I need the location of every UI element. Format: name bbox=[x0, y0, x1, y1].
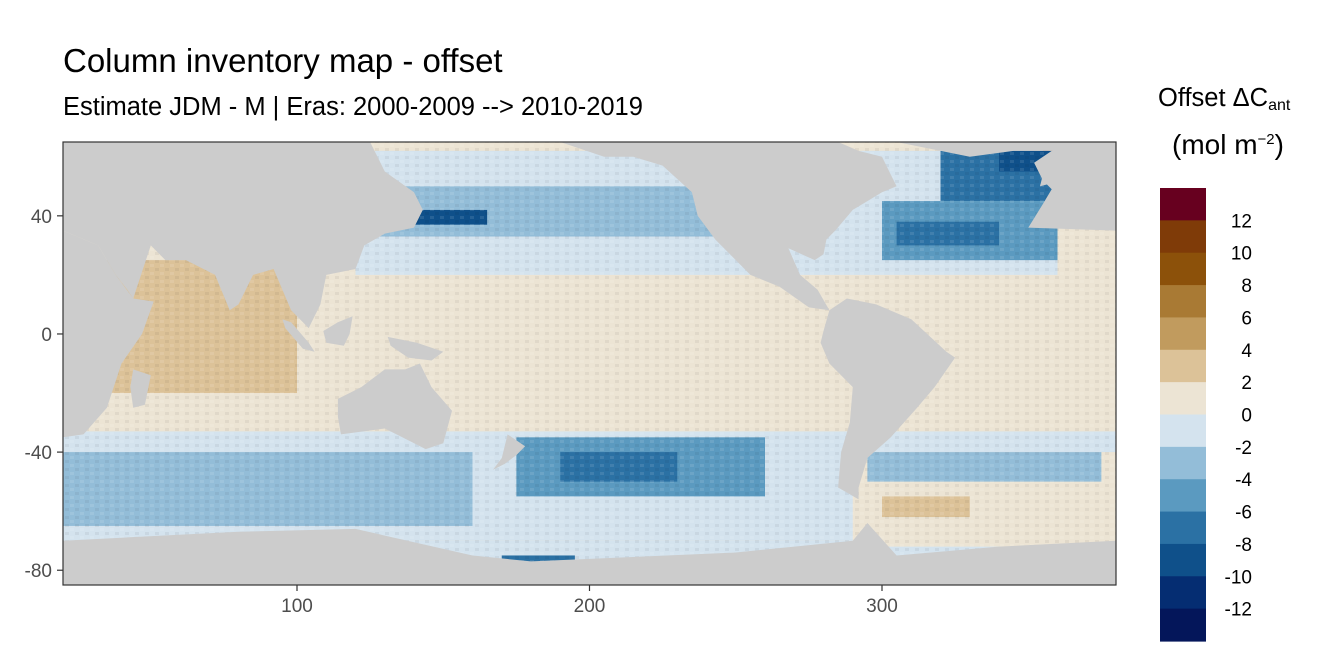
land-new-zealand bbox=[493, 434, 526, 470]
chart-title: Column inventory map - offset bbox=[63, 42, 503, 79]
legend-break-label: 6 bbox=[1241, 308, 1252, 329]
legend-swatch bbox=[1160, 382, 1206, 416]
legend-title: Offset ΔCant (mol m−2) bbox=[1158, 84, 1318, 161]
legend-break-label: -2 bbox=[1235, 438, 1252, 459]
land-north-america bbox=[560, 142, 897, 311]
y-tick-label: 40 bbox=[31, 207, 52, 228]
land-europe bbox=[1028, 142, 1116, 231]
y-tick-label: -40 bbox=[25, 443, 52, 464]
land-greenland bbox=[896, 142, 1116, 157]
land-antarctica bbox=[63, 523, 1116, 585]
legend-swatch bbox=[1160, 446, 1206, 480]
y-tick-label: 0 bbox=[41, 325, 52, 346]
legend-break-label: -12 bbox=[1225, 600, 1252, 621]
land-sumatra bbox=[282, 319, 315, 352]
land-south-america bbox=[820, 298, 956, 500]
legend-swatch bbox=[1160, 414, 1206, 448]
legend-break-label: 8 bbox=[1241, 276, 1252, 297]
legend-swatch bbox=[1160, 317, 1206, 351]
legend-break-label: 10 bbox=[1231, 244, 1252, 265]
color-legend: 12 10 8 6 4 2 0 -2 -4 -6 -8 -10 -12 bbox=[1160, 188, 1252, 642]
chart-subtitle: Estimate JDM - M | Eras: 2000-2009 --> 2… bbox=[63, 93, 643, 121]
legend-swatch bbox=[1160, 349, 1206, 383]
legend-swatch bbox=[1160, 188, 1206, 221]
legend-break-label: 2 bbox=[1241, 373, 1252, 394]
land-madagascar bbox=[130, 369, 151, 408]
legend-break-label: -10 bbox=[1225, 567, 1252, 588]
land-new-guinea bbox=[387, 336, 444, 361]
legend-break-label: 4 bbox=[1241, 341, 1252, 362]
y-tick-label: -80 bbox=[25, 561, 52, 582]
legend-swatch bbox=[1160, 285, 1206, 319]
land-asia bbox=[63, 142, 423, 329]
land-borneo bbox=[323, 316, 353, 346]
legend-break-label: 12 bbox=[1231, 211, 1252, 232]
legend-swatch bbox=[1160, 252, 1206, 286]
land-australia bbox=[337, 363, 452, 450]
legend-break-label: -4 bbox=[1235, 470, 1252, 491]
legend-swatch bbox=[1160, 220, 1206, 254]
land-britain bbox=[1037, 162, 1055, 187]
legend-swatch bbox=[1160, 543, 1206, 577]
legend-swatch bbox=[1160, 511, 1206, 545]
x-tick-label: 200 bbox=[574, 596, 606, 617]
x-tick-label: 100 bbox=[281, 596, 313, 617]
legend-title-line2: (mol m−2) bbox=[1172, 129, 1284, 160]
x-tick-label: 300 bbox=[866, 596, 898, 617]
legend-swatch bbox=[1160, 479, 1206, 513]
legend-break-label: -6 bbox=[1235, 503, 1252, 524]
legend-break-label: -8 bbox=[1235, 535, 1252, 556]
legend-swatch bbox=[1160, 608, 1206, 642]
land-africa bbox=[63, 230, 154, 438]
legend-title-line1: Offset ΔCant bbox=[1158, 84, 1291, 114]
map-panel bbox=[63, 142, 1116, 585]
legend-break-label: 0 bbox=[1241, 406, 1252, 427]
legend-swatch bbox=[1160, 576, 1206, 610]
